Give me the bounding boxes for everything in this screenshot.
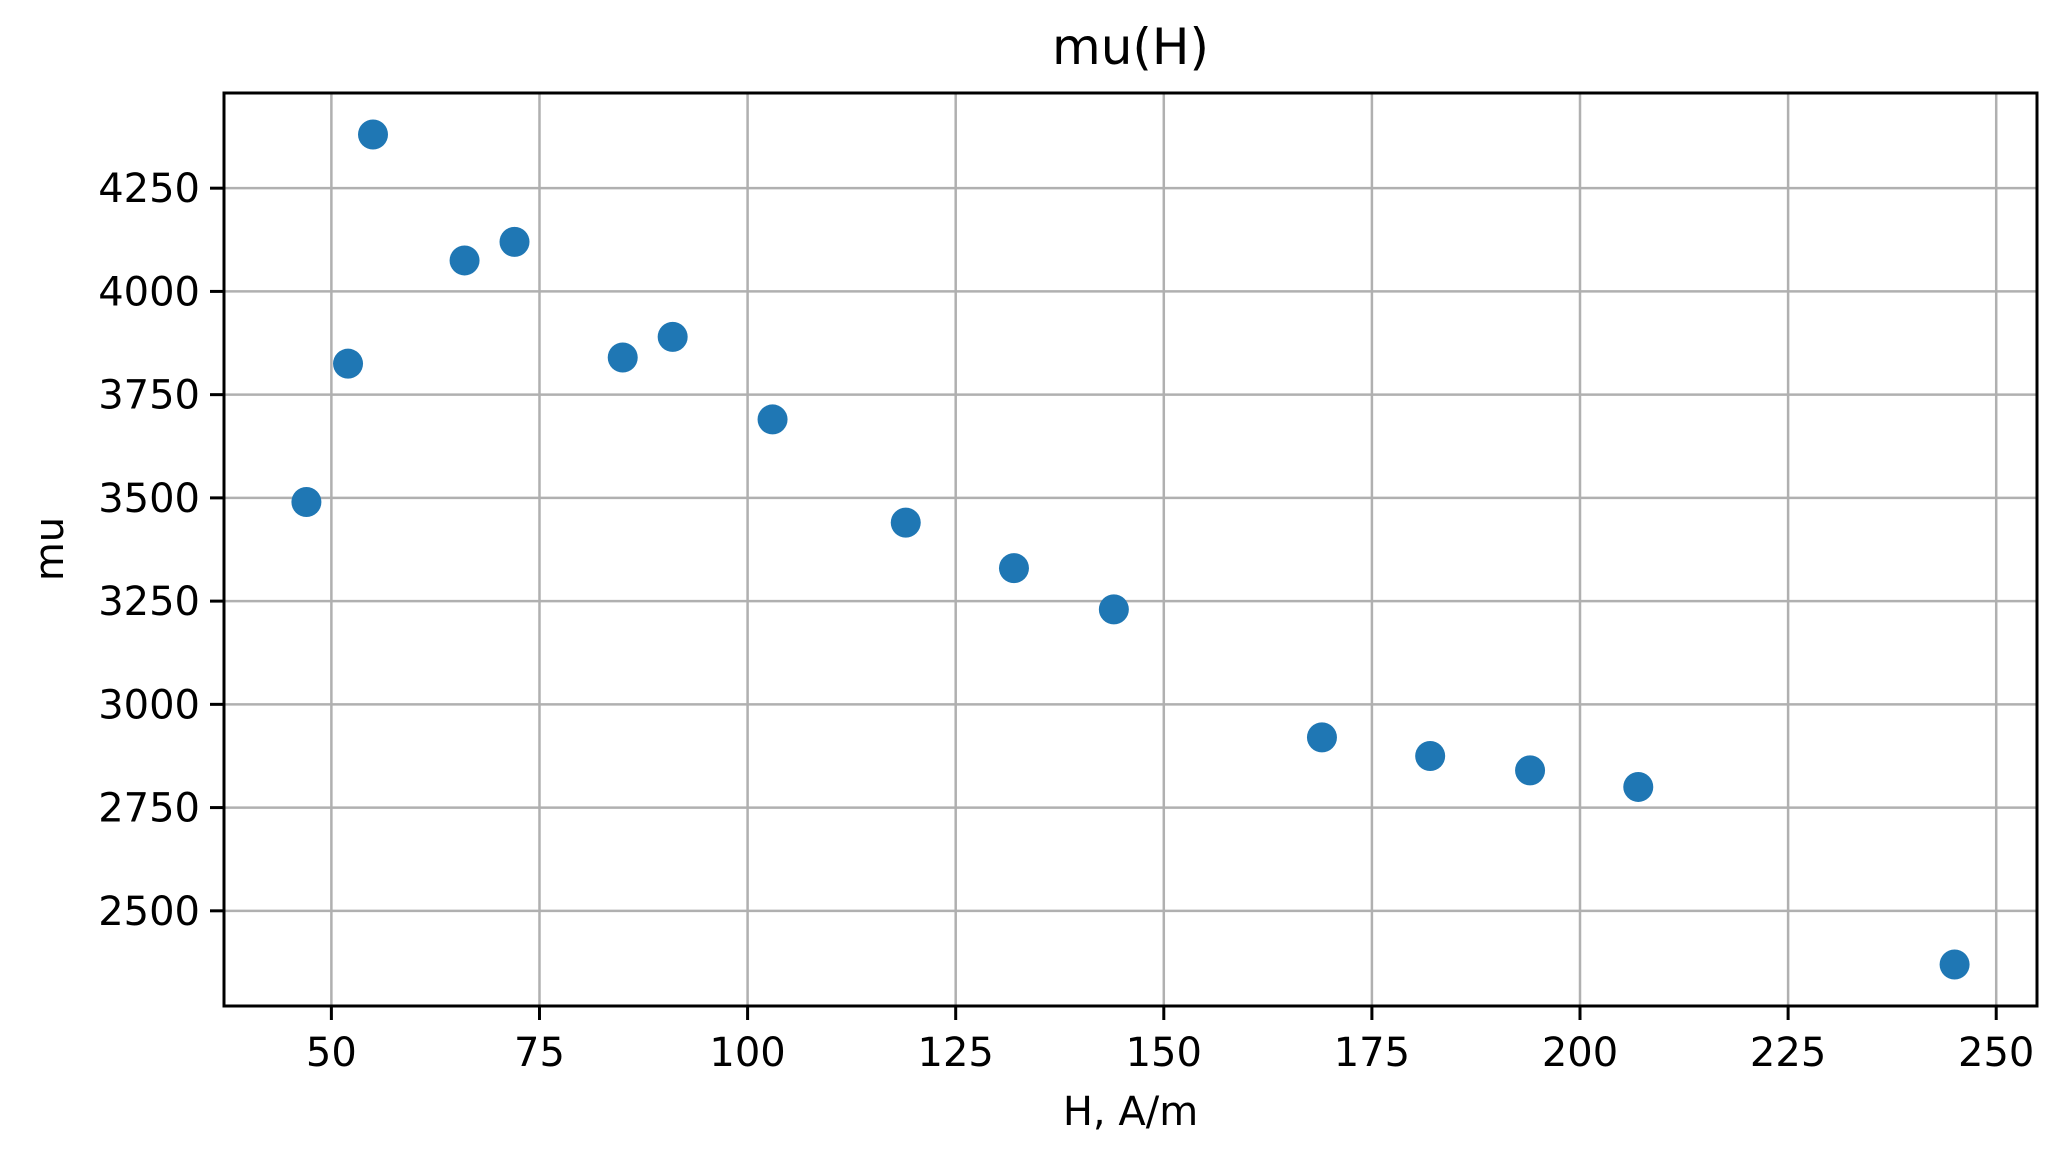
y-tick-label: 2500 [98, 889, 200, 935]
data-point [449, 245, 480, 276]
x-tick-label: 75 [514, 1030, 565, 1076]
data-point [1098, 594, 1129, 625]
y-tick-label: 3750 [98, 373, 200, 419]
data-point [358, 119, 389, 150]
x-tick-label: 250 [1958, 1030, 2034, 1076]
data-point [1515, 755, 1546, 786]
y-tick-label: 2750 [98, 786, 200, 832]
data-point [1939, 949, 1970, 980]
x-tick-label: 100 [709, 1030, 785, 1076]
data-point [998, 553, 1029, 584]
y-tick-label: 3250 [98, 579, 200, 625]
data-point [1415, 740, 1446, 771]
data-point [333, 348, 364, 379]
data-point [1306, 722, 1337, 753]
y-tick-label: 4000 [98, 269, 200, 315]
x-axis-label: H, A/m [1062, 1089, 1199, 1135]
chart-title: mu(H) [1051, 18, 1209, 76]
data-point [890, 507, 921, 538]
y-tick-label: 4250 [98, 166, 200, 212]
data-point [499, 226, 530, 257]
x-tick-label: 200 [1542, 1030, 1618, 1076]
x-tick-label: 50 [306, 1030, 357, 1076]
data-point [757, 404, 788, 435]
data-point [291, 487, 322, 518]
x-tick-label: 125 [918, 1030, 994, 1076]
data-point [657, 321, 688, 352]
x-tick-label: 150 [1126, 1030, 1202, 1076]
y-tick-label: 3500 [98, 476, 200, 522]
y-tick-label: 3000 [98, 682, 200, 728]
x-tick-label: 175 [1334, 1030, 1410, 1076]
x-tick-label: 225 [1750, 1030, 1826, 1076]
data-point [607, 342, 638, 373]
data-point [1623, 771, 1654, 802]
plot-border [222, 91, 2039, 1008]
